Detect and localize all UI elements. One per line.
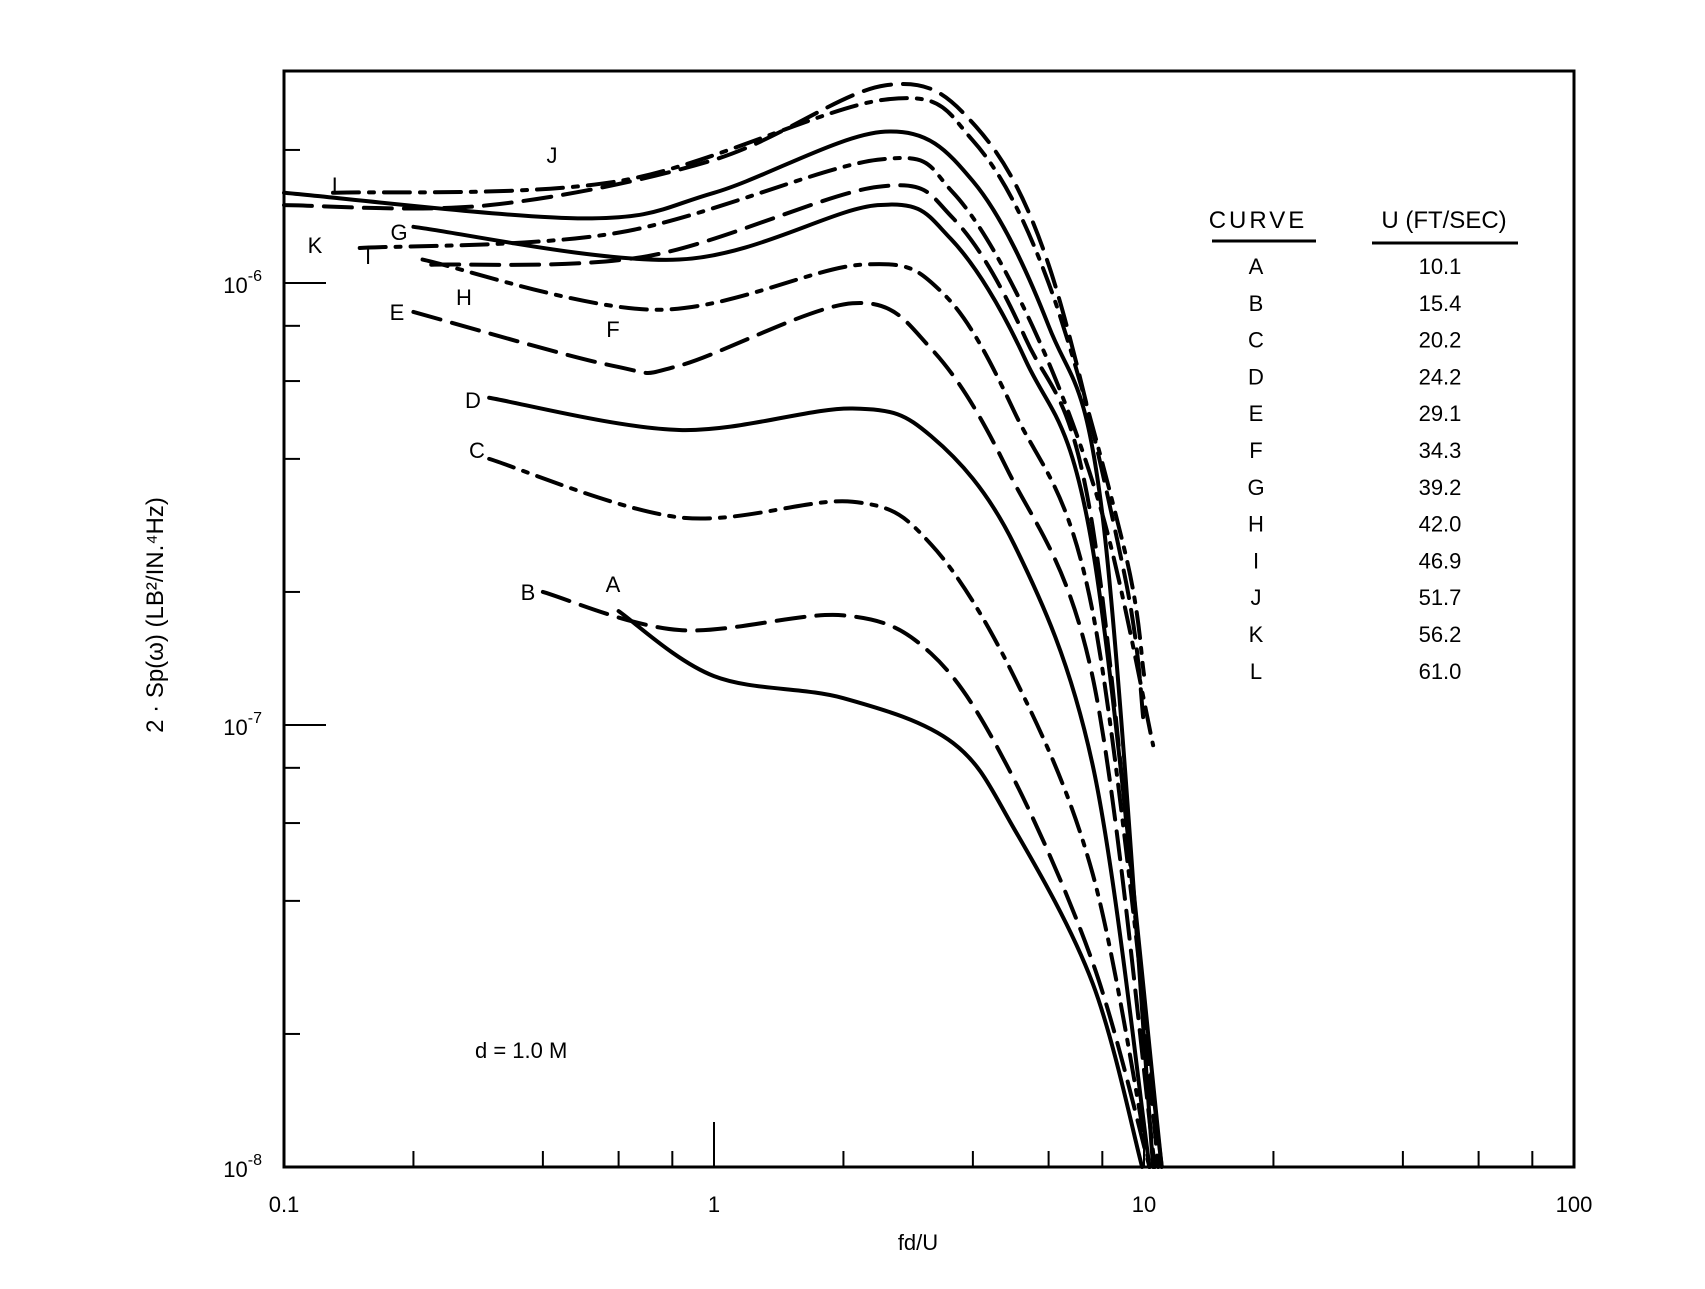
- curve-label-d: D: [465, 388, 481, 413]
- legend-velocity: 61.0: [1419, 659, 1462, 684]
- x-tick-label: 1: [708, 1192, 720, 1217]
- legend-velocity: 15.4: [1419, 291, 1462, 316]
- curve-label-e: E: [390, 300, 405, 325]
- legend-curve: E: [1249, 401, 1264, 426]
- legend-curve: G: [1247, 475, 1264, 500]
- curve-label-h: H: [456, 285, 472, 310]
- curve-a: [616, 609, 1145, 1169]
- curve-label-f: F: [606, 317, 619, 342]
- curve-label-i: I: [365, 244, 371, 269]
- legend-velocity: 56.2: [1419, 622, 1462, 647]
- y-axis-label: 2 · Sp(ω) (LB²/IN.⁴Hz): [142, 497, 169, 733]
- legend-velocity: 51.7: [1419, 585, 1462, 610]
- legend: CURVE U (FT/SEC) A 10.1 B 15.4 C 20.2 D 24.2 E 29…: [1209, 207, 1518, 684]
- curve-b: [540, 589, 1152, 1169]
- curve-label-c: C: [469, 438, 485, 463]
- curve-c: [487, 456, 1152, 1169]
- legend-curve: J: [1251, 585, 1262, 610]
- legend-velocity: 29.1: [1419, 401, 1462, 426]
- curve-d: [487, 395, 1152, 1169]
- legend-velocity: 39.2: [1419, 475, 1462, 500]
- curve-k: [282, 81, 1146, 727]
- curve-l: [282, 129, 1156, 1169]
- legend-curve: H: [1248, 512, 1264, 537]
- x-tick-label: 10: [1132, 1192, 1156, 1217]
- legend-curve: D: [1248, 364, 1264, 389]
- legend-curve: F: [1249, 438, 1262, 463]
- curve-labels: A B CD E F G H I J K L: [308, 143, 621, 605]
- curve-e: [411, 301, 1157, 1169]
- curves: [282, 81, 1164, 1169]
- curve-f: [420, 257, 1164, 1169]
- y-tick-label: 10-7: [223, 710, 262, 740]
- curve-label-k: K: [308, 233, 323, 258]
- y-tick-label: 10-6: [223, 268, 262, 298]
- x-tick-label: 0.1: [269, 1192, 300, 1217]
- legend-velocity: 20.2: [1419, 328, 1462, 353]
- legend-velocity: 42.0: [1419, 512, 1462, 537]
- curve-j: [330, 96, 1146, 677]
- legend-curve: I: [1253, 548, 1259, 573]
- curve-label-a: A: [606, 572, 621, 597]
- plot-frame: [282, 69, 1576, 1169]
- x-axis-label: fd/U: [898, 1230, 938, 1255]
- curve-label-b: B: [521, 580, 536, 605]
- legend-curve: C: [1248, 328, 1264, 353]
- x-tick-label: 100: [1556, 1192, 1593, 1217]
- legend-velocity: 34.3: [1419, 438, 1462, 463]
- y-tick-label: 10-8: [223, 1152, 262, 1182]
- curve-label-g: G: [390, 220, 407, 245]
- legend-curve: L: [1250, 659, 1262, 684]
- legend-velocity: 10.1: [1419, 254, 1462, 279]
- curve-label-l: L: [332, 173, 344, 198]
- curve-g: [411, 202, 1164, 1169]
- curve-label-j: J: [547, 143, 558, 168]
- legend-header-u: U (FT/SEC): [1381, 207, 1506, 234]
- annotation-d: d = 1.0 M: [475, 1038, 567, 1063]
- legend-curve: K: [1249, 622, 1264, 647]
- legend-velocity: 24.2: [1419, 364, 1462, 389]
- legend-velocity: 46.9: [1419, 548, 1462, 573]
- legend-header-curve: CURVE: [1209, 207, 1308, 234]
- legend-curve: A: [1249, 254, 1264, 279]
- legend-curve: B: [1249, 291, 1264, 316]
- axes: 0.1 1 10 100 10-6 10-7 10-8: [223, 69, 1593, 1217]
- curve-h: [429, 183, 1161, 1169]
